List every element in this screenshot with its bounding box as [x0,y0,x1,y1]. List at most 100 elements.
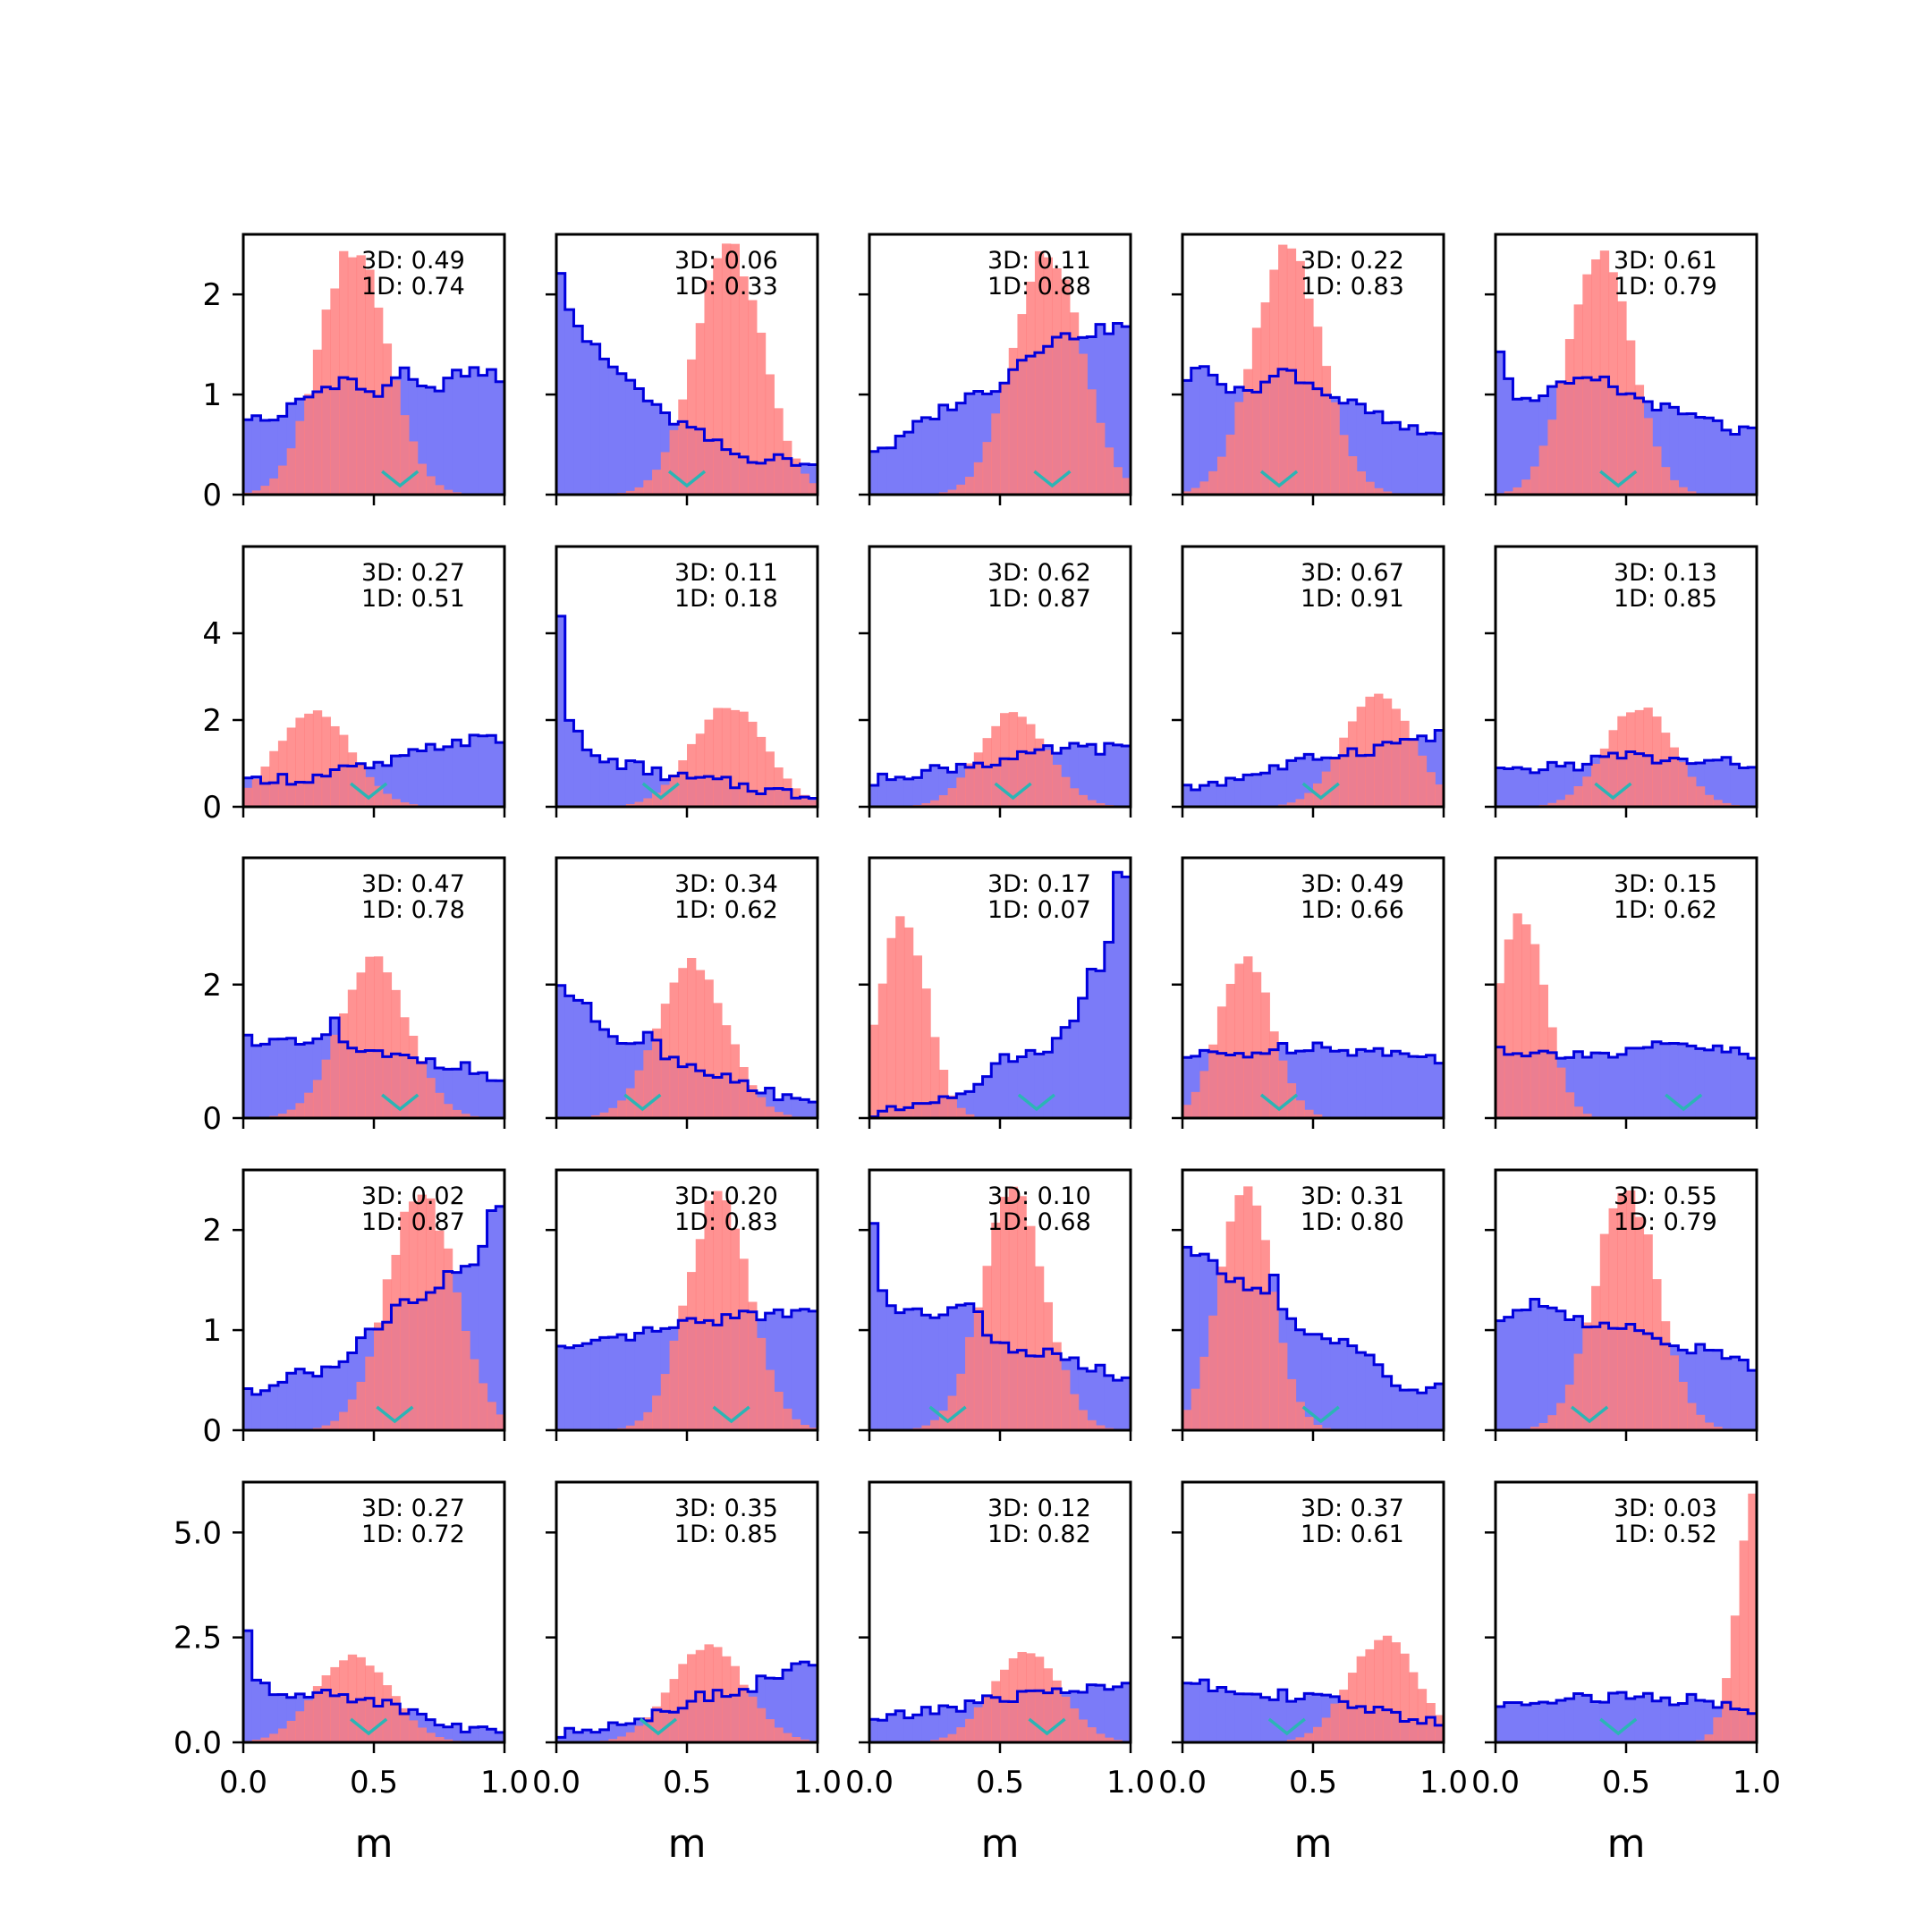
red-bar [1564,1092,1575,1118]
red-bar [295,420,305,495]
blue-bar [652,404,662,495]
blue-bar [625,760,636,807]
red-bar [695,323,706,495]
x-tick-label: 0.0 [845,1765,894,1801]
red-bar [1034,738,1045,807]
blue-bar [1669,1705,1679,1742]
blue-bar [564,309,575,495]
blue-bar [809,1102,818,1118]
red-bar [1295,1402,1305,1430]
red-bar [1582,274,1592,495]
red-bar [251,1739,262,1742]
blue-bar [1251,1694,1262,1742]
blue-bar [886,1305,896,1430]
blue-step-line [1494,1298,1758,1430]
red-bar [1034,1266,1045,1430]
annotation-1d: 1D: 0.88 [987,273,1091,301]
blue-bar [1573,1693,1583,1742]
red-bar [800,473,809,495]
blue-bar [912,1715,922,1742]
red-bar [347,1399,358,1430]
red-bar [721,708,732,807]
blue-bar [590,1340,601,1430]
x-tick-label: 0.0 [1471,1765,1520,1801]
blue-bar [877,774,888,807]
red-bar [312,710,323,807]
red-bar [1251,327,1262,495]
annotation-1d: 1D: 0.18 [674,585,778,613]
blue-step-line [555,984,819,1118]
red-bar [1652,716,1662,807]
blue-bar [930,419,940,495]
blue-bar [800,1309,809,1430]
blue-bar [1435,1063,1445,1118]
red-bar [965,763,975,807]
red-bar [1339,1690,1349,1742]
blue-bar [608,758,618,807]
blue-bar [1530,400,1540,495]
red-bar [1660,467,1671,495]
red-bar [1208,1044,1218,1118]
red-bar [1669,747,1679,807]
x-tick-label: 0.0 [1158,1765,1207,1801]
red-bar [765,751,775,807]
red-bar [965,1114,975,1118]
red-bar [634,801,644,807]
red-bar [687,957,697,1118]
red-bar [783,1408,792,1430]
red-bar [1582,776,1592,807]
blue-bar [1739,1360,1749,1430]
blue-bar [461,745,470,807]
red-bar [991,1681,1001,1742]
red-bar [1660,1321,1671,1430]
blue-bar [1496,1320,1505,1430]
blue-bar [1426,1387,1436,1430]
blue-bar [1278,1690,1288,1742]
blue-bar [1382,422,1393,495]
blue-bar [452,1069,462,1118]
blue-bar [1347,1345,1358,1430]
red-bar [1687,1402,1697,1430]
annotation-3d: 3D: 0.37 [1301,1495,1404,1522]
blue-step-line [555,614,819,807]
red-bar [1391,708,1401,807]
blue-bar [1739,1054,1749,1118]
annotation-1d: 1D: 0.74 [361,273,465,301]
red-bar [1347,456,1358,495]
red-bar [678,1664,688,1742]
red-bar [400,1017,410,1118]
blue-bar [582,1003,592,1118]
blue-step-line [1494,1690,1758,1742]
red-bar [669,429,679,495]
red-bar [938,1411,949,1430]
red-bar [330,1034,340,1118]
red-bar [1052,267,1062,495]
marker-v [1033,470,1072,488]
annotation-3d: 3D: 0.20 [674,1182,778,1210]
blue-bar [556,615,566,807]
red-bar [783,1733,792,1742]
blue-bar [590,343,601,495]
red-bar [625,1732,636,1742]
red-bar [1069,788,1080,807]
blue-bar [1182,380,1192,495]
blue-bar [1052,1038,1062,1118]
annotation-3d: 3D: 0.13 [1614,559,1717,587]
annotation-1d: 1D: 0.78 [361,896,465,924]
annotation-3d: 3D: 0.06 [674,247,778,275]
red-bar [765,1719,775,1742]
red-bar [704,280,714,495]
red-bar [339,1411,349,1430]
red-bar [1251,971,1262,1118]
red-bar [713,1647,723,1742]
annotation-3d: 3D: 0.47 [361,870,465,898]
red-bar [1243,956,1253,1118]
blue-bar [1122,746,1131,807]
red-bar [1043,257,1053,495]
red-bar [1426,1703,1436,1742]
annotation-1d: 1D: 0.66 [1301,896,1404,924]
blue-bar [1496,767,1505,807]
x-tick-label: 0.5 [663,1765,711,1801]
